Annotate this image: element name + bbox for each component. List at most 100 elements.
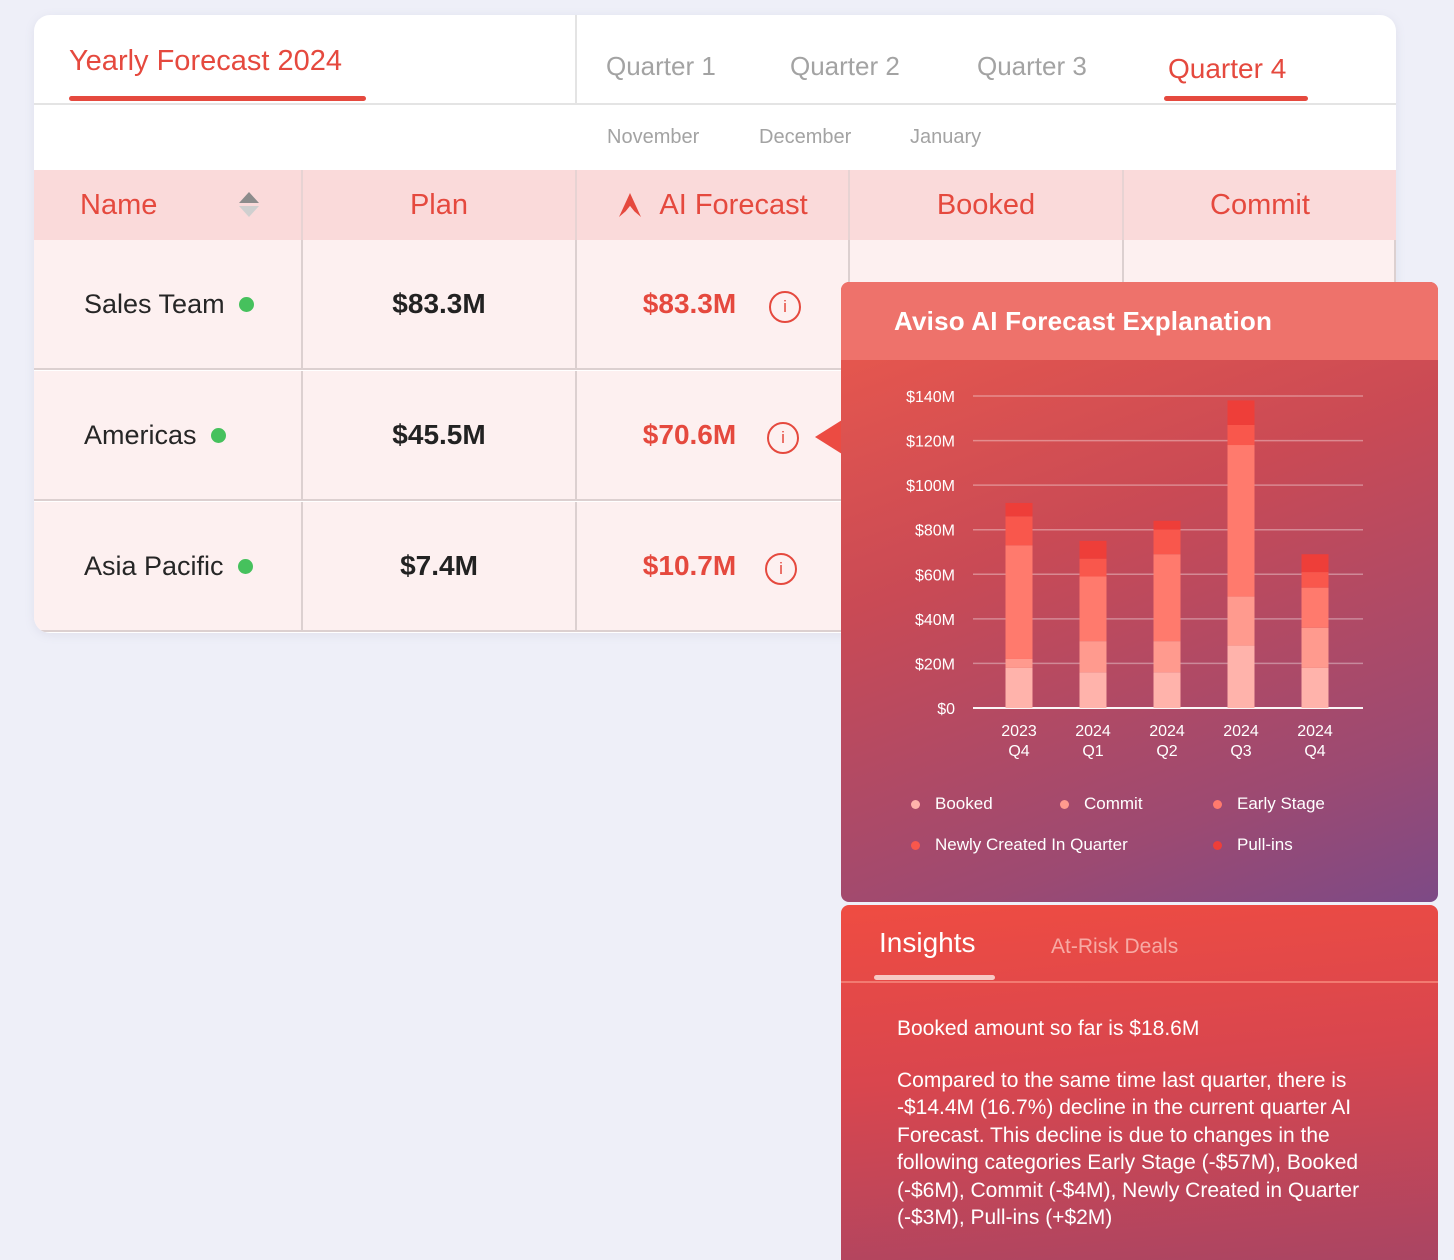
row-ai-forecast-cell: $70.6M i (577, 371, 850, 501)
row-ai-forecast-cell: $83.3M i (577, 240, 850, 370)
y-tick-label: $20M (915, 656, 955, 673)
bar-segment (1005, 658, 1033, 668)
legend-item[interactable]: Early Stage (1213, 794, 1325, 814)
x-tick-label: Q2 (1156, 743, 1177, 760)
bar-segment (1301, 667, 1329, 708)
yearly-tab-indicator (69, 96, 366, 101)
tab-insights[interactable]: Insights (879, 927, 976, 958)
sort-icon[interactable] (239, 192, 259, 220)
stacked-bar-chart: $0 $20M $40M $60M $80M $100M $120M $140M 2023 Q4 2… (906, 389, 1363, 760)
bar-segment (1153, 554, 1181, 642)
x-tick-label: 2024 (1223, 723, 1259, 740)
popup-title: Aviso AI Forecast Explanation (894, 306, 1273, 336)
row-name: Asia Pacific (84, 550, 224, 581)
info-icon[interactable]: i (765, 553, 797, 585)
x-tick-label: Q4 (1304, 743, 1325, 760)
column-header-ai-forecast-label: AI Forecast (659, 188, 808, 221)
bar-segment (1153, 672, 1181, 708)
legend-dot (911, 840, 920, 850)
status-dot (210, 427, 226, 443)
insights-panel: Insights At-Risk Deals Booked amount so … (841, 905, 1438, 1260)
bar-segment (1005, 502, 1033, 517)
bar-segment (1301, 587, 1329, 628)
bar-segment (1153, 520, 1181, 530)
popup-pointer (815, 420, 842, 454)
status-dot (238, 296, 254, 312)
column-header-ai-forecast[interactable]: AI Forecast (577, 170, 850, 240)
row-plan: $83.3M (303, 240, 577, 370)
y-tick-label: $40M (915, 612, 955, 629)
insights-body: Booked amount so far is $18.6M Compared … (897, 1015, 1417, 1256)
insights-tab-indicator (874, 975, 995, 980)
legend-item[interactable]: Booked (911, 794, 993, 814)
bar-segment (1153, 529, 1181, 555)
x-tick-label: 2024 (1075, 723, 1111, 740)
bar-segment (1301, 572, 1329, 588)
bar-segment (1227, 424, 1255, 446)
tab-yearly-forecast[interactable]: Yearly Forecast 2024 (69, 45, 342, 77)
y-tick-label: $140M (906, 389, 955, 406)
column-header-booked[interactable]: Booked (850, 170, 1124, 240)
x-tick-label: 2023 (1001, 723, 1037, 740)
x-tick-label: Q1 (1082, 743, 1103, 760)
tab-quarter-3[interactable]: Quarter 3 (977, 51, 1087, 81)
insight-text: Booked amount so far is $18.6M (897, 1017, 1200, 1040)
month-december[interactable]: December (759, 126, 852, 148)
column-header-plan[interactable]: Plan (303, 170, 577, 240)
info-icon[interactable]: i (767, 422, 799, 454)
row-name: Americas (84, 419, 197, 450)
bar-segment (1227, 596, 1255, 646)
info-icon[interactable]: i (769, 291, 801, 323)
month-january[interactable]: January (910, 126, 982, 148)
legend-dot (1213, 840, 1222, 850)
quarter-tab-indicator (1164, 96, 1308, 101)
bar-segment (1227, 445, 1255, 597)
tab-at-risk-deals[interactable]: At-Risk Deals (1051, 935, 1179, 958)
bar-segment (1079, 641, 1107, 673)
bar-segment (1227, 400, 1255, 425)
bar-segment (1005, 545, 1033, 659)
legend-item[interactable]: Newly Created In Quarter (911, 835, 1128, 855)
bar-segment (1079, 540, 1107, 559)
bar-segment (1005, 667, 1033, 708)
x-tick-label: Q4 (1008, 743, 1029, 760)
bar-segment (1153, 641, 1181, 673)
tab-quarter-2[interactable]: Quarter 2 (790, 51, 900, 81)
x-tick-label: 2024 (1149, 723, 1185, 740)
row-ai-forecast: $83.3M (642, 288, 737, 319)
row-ai-forecast: $70.6M (642, 419, 737, 450)
legend-label: Commit (1084, 794, 1143, 813)
row-ai-forecast-cell: $10.7M i (577, 502, 850, 632)
x-tick-label: 2024 (1297, 723, 1333, 740)
ai-forecast-explanation-popup: Aviso AI Forecast Explanation $0 $20M $40M… (841, 282, 1438, 902)
bar-segment (1005, 516, 1033, 546)
aviso-logo-icon (619, 193, 642, 217)
bar-segment (1079, 672, 1107, 708)
legend-item[interactable]: Commit (1060, 794, 1143, 814)
y-tick-label: $120M (906, 434, 955, 451)
legend-label: Early Stage (1237, 794, 1325, 813)
tab-divider (575, 15, 577, 103)
row-ai-forecast: $10.7M (642, 550, 737, 581)
table-header: Name Plan AI Forecast Booked Commit (34, 170, 1396, 241)
month-november[interactable]: November (607, 126, 700, 148)
legend-label: Booked (935, 794, 993, 813)
column-header-commit[interactable]: Commit (1210, 188, 1310, 221)
row-name-cell: Sales Team (34, 240, 303, 370)
row-name-cell: Americas (34, 371, 303, 501)
row-plan: $45.5M (303, 371, 577, 501)
legend-label: Pull-ins (1237, 835, 1293, 854)
popup-header: Aviso AI Forecast Explanation (841, 282, 1438, 360)
bar-segment (1301, 627, 1329, 668)
column-header-name-label: Name (80, 188, 158, 221)
tab-quarter-1[interactable]: Quarter 1 (606, 51, 716, 81)
column-header-name[interactable]: Name (34, 170, 303, 240)
y-tick-label: $0 (937, 701, 955, 718)
tab-quarter-4[interactable]: Quarter 4 (1168, 53, 1287, 84)
y-tick-label: $60M (915, 567, 955, 584)
status-dot (237, 558, 253, 574)
row-name: Sales Team (84, 288, 225, 319)
bar-segment (1227, 645, 1255, 708)
legend-item[interactable]: Pull-ins (1213, 835, 1293, 855)
bar-segment (1079, 558, 1107, 577)
